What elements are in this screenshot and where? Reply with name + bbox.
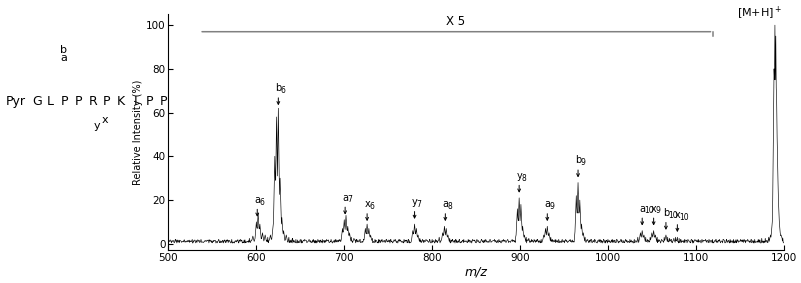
Text: X 5: X 5 xyxy=(446,16,465,28)
Text: P: P xyxy=(103,95,111,108)
Text: x: x xyxy=(650,203,657,214)
Text: [M+H]$^+$: [M+H]$^+$ xyxy=(737,5,782,22)
Text: y: y xyxy=(517,171,522,181)
Text: 6: 6 xyxy=(369,202,374,211)
Text: y: y xyxy=(94,121,100,131)
Text: a: a xyxy=(639,203,645,214)
Text: R: R xyxy=(89,95,97,108)
Text: 6: 6 xyxy=(280,86,285,95)
Text: G: G xyxy=(32,95,42,108)
Text: a: a xyxy=(442,199,449,209)
Text: P: P xyxy=(159,95,167,108)
Text: 8: 8 xyxy=(521,173,526,183)
Text: 10: 10 xyxy=(679,213,689,222)
Text: a: a xyxy=(61,53,67,63)
Text: x: x xyxy=(364,199,370,209)
Y-axis label: Relative Intensity (%): Relative Intensity (%) xyxy=(133,80,143,185)
Text: K: K xyxy=(117,95,125,108)
Text: P: P xyxy=(146,95,153,108)
Text: b: b xyxy=(662,208,669,218)
Text: I: I xyxy=(133,95,137,108)
Text: Pyr: Pyr xyxy=(6,95,26,108)
Text: P: P xyxy=(61,95,69,108)
Text: b: b xyxy=(575,155,582,166)
Text: L: L xyxy=(47,95,54,108)
Text: a: a xyxy=(254,195,260,205)
Text: 8: 8 xyxy=(448,202,453,211)
Text: a: a xyxy=(342,193,348,203)
Text: 10: 10 xyxy=(644,206,654,215)
Text: 7: 7 xyxy=(348,195,352,204)
Text: 7: 7 xyxy=(417,200,421,209)
X-axis label: m/z: m/z xyxy=(465,266,488,279)
Text: x: x xyxy=(674,210,680,220)
Text: b: b xyxy=(60,45,67,55)
Text: a: a xyxy=(545,199,550,209)
Text: 6: 6 xyxy=(260,198,264,207)
Text: 9: 9 xyxy=(580,158,585,167)
Text: b: b xyxy=(276,83,281,93)
Text: P: P xyxy=(75,95,83,108)
Text: 9: 9 xyxy=(656,206,661,215)
Text: y: y xyxy=(412,197,417,207)
Text: 10: 10 xyxy=(668,211,678,220)
Text: x: x xyxy=(102,115,108,125)
Text: 9: 9 xyxy=(549,202,554,211)
